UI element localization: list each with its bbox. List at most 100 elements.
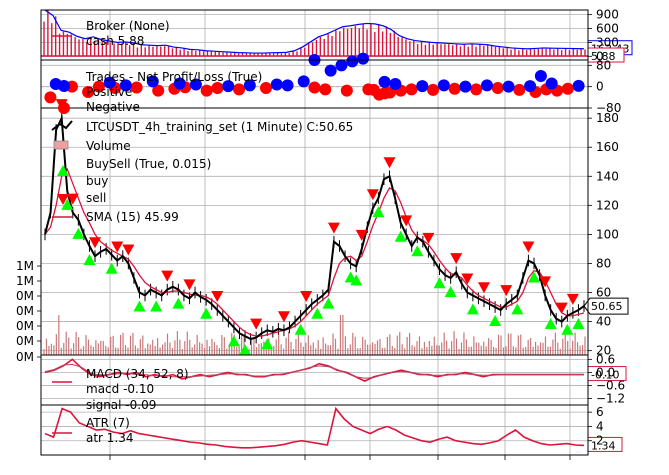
broker-legend-cash: cash 5.88 (86, 34, 144, 48)
buy-marker (394, 230, 407, 242)
buy-marker (72, 227, 85, 239)
trade-positive-point (281, 79, 294, 92)
y-tick-label: 80 (596, 256, 611, 270)
trade-positive-point (297, 75, 310, 88)
trade-positive-point (389, 78, 402, 90)
trade-positive-point (146, 75, 159, 88)
y-tick-label: 600 (596, 22, 619, 36)
cash-last-label: 5.88 (591, 50, 616, 63)
trade-positive-point (346, 55, 359, 68)
sell-marker (522, 241, 535, 253)
y-tick-label: 120 (596, 198, 619, 212)
trade-positive-point (222, 80, 235, 93)
buy-marker (133, 300, 146, 312)
sell-marker (277, 311, 290, 323)
trade-positive-point (524, 80, 537, 93)
trade-positive-point (189, 78, 202, 91)
buy-marker (294, 323, 307, 335)
buy-marker (200, 307, 213, 319)
sell-marker (327, 222, 340, 234)
volume-legend-label: Volume (86, 139, 131, 153)
atr-legend-title: ATR (7) (86, 416, 130, 430)
trade-negative-point (82, 86, 95, 98)
sell-marker (555, 302, 568, 314)
sell-marker (355, 229, 368, 241)
trade-negative-point (491, 82, 504, 94)
sell-marker (500, 285, 513, 297)
buy-marker (527, 271, 540, 283)
trade-negative-point (427, 83, 440, 96)
buy-marker (261, 338, 274, 350)
trades-legend-title: Trades - Net Profit/Loss (True) (85, 70, 262, 84)
sell-legend-label: sell (86, 191, 106, 205)
trade-positive-point (459, 80, 472, 93)
y-tick-label: 60 (596, 286, 611, 300)
y-tick-label: 4 (596, 419, 604, 433)
buy-legend-label: buy (86, 174, 108, 188)
buy-marker (172, 297, 185, 309)
trade-negative-point (211, 82, 224, 94)
atr-legend-value: atr 1.34 (86, 431, 134, 445)
trade-positive-point (480, 79, 493, 92)
sell-legend-swatch (57, 194, 69, 205)
buy-marker (433, 277, 446, 289)
sell-marker (566, 293, 579, 305)
trade-negative-point (405, 83, 418, 96)
sell-marker (366, 189, 379, 201)
buy-marker (489, 315, 502, 327)
buy-marker (150, 300, 163, 312)
sell-marker (400, 215, 413, 227)
macd-legend-signal: signal -0.09 (86, 398, 156, 412)
y-tick-label: 0.6 (596, 352, 615, 366)
trade-positive-point (378, 75, 391, 88)
legend-layer: Broker (None)cash 5.88 Trades - Net Profi… (51, 19, 353, 445)
close-line (44, 114, 585, 341)
buy-marker (105, 262, 118, 274)
buy-marker (466, 303, 479, 315)
trade-negative-point (448, 82, 461, 95)
sell-marker (161, 270, 174, 282)
trade-positive-point (119, 79, 132, 92)
trade-negative-point (130, 81, 143, 94)
y-tick-label: 80 (596, 58, 611, 72)
buy-marker (411, 245, 424, 257)
trade-negative-point (319, 83, 332, 96)
price-legend-title: LTCUSDT_4h_training_set (1 Minute) C:50.… (86, 120, 353, 134)
volume-tick-label: 0M (16, 350, 34, 364)
sell-marker (122, 244, 135, 256)
axes-layer: 9006003000800−80180160140120100806040200… (16, 8, 625, 460)
buy-marker (350, 274, 363, 286)
trade-negative-point (470, 83, 483, 96)
sell-marker (183, 279, 196, 291)
buy-marker (511, 303, 524, 315)
price-legend-swatch (51, 120, 73, 131)
price-last-tag (583, 297, 629, 315)
trade-positive-point (270, 78, 283, 91)
sell-marker (66, 193, 79, 205)
buy-marker (322, 297, 335, 309)
sma-legend-label: SMA (15) 45.99 (86, 210, 179, 224)
sma-line (44, 167, 585, 337)
sell-marker (539, 276, 552, 288)
macd-line (44, 358, 584, 382)
broker-legend-title: Broker (None) (86, 19, 170, 33)
buy-marker (61, 198, 74, 210)
y-tick-label: 140 (596, 169, 619, 183)
sell-marker (461, 273, 474, 285)
price-last-label: 50.65 (591, 300, 623, 313)
sell-marker (422, 232, 435, 244)
y-tick-label: −0.6 (596, 378, 625, 392)
trade-positive-point (357, 52, 370, 65)
signal-line (44, 363, 584, 379)
y-tick-label: 300 (596, 35, 619, 49)
sell-marker (383, 157, 396, 169)
y-tick-label: 0 (596, 49, 604, 63)
volume-tick-label: 0M (16, 304, 34, 318)
macd-legend-title: MACD (34, 52, 8) (86, 367, 189, 381)
trade-positive-point (437, 79, 450, 92)
trade-negative-point (92, 80, 105, 93)
buy-marker (561, 323, 574, 335)
volume-legend-swatch (53, 140, 69, 150)
